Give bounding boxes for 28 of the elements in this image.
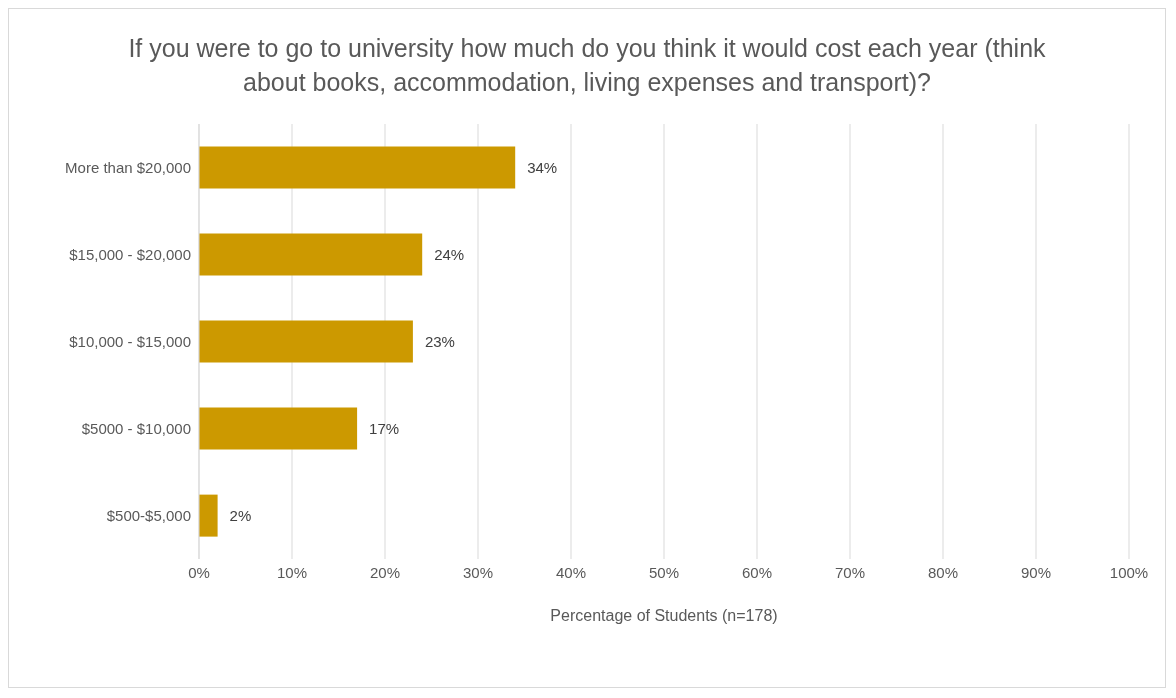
x-tick-label: 0% — [188, 563, 210, 581]
bar — [199, 494, 218, 537]
x-tick-label: 40% — [555, 563, 587, 581]
data-label: 2% — [229, 506, 252, 524]
x-tick-label: 50% — [648, 563, 680, 581]
y-tick-label: $5000 - $10,000 — [81, 419, 191, 437]
x-tick-label: 60% — [741, 563, 773, 581]
bar — [199, 146, 516, 189]
x-tick-label: 80% — [927, 563, 959, 581]
x-tick-label: 10% — [276, 563, 308, 581]
bar — [199, 407, 358, 450]
y-tick-label: $500-$5,000 — [106, 506, 191, 524]
y-tick-label: $10,000 - $15,000 — [69, 332, 191, 350]
x-tick-label: 70% — [834, 563, 866, 581]
data-label: 17% — [369, 419, 400, 437]
x-axis-title: Percentage of Students (n=178) — [550, 607, 778, 624]
x-tick-label: 20% — [369, 563, 401, 581]
y-tick-label: More than $20,000 — [65, 158, 191, 176]
x-tick-label: 30% — [462, 563, 494, 581]
data-label: 23% — [424, 332, 455, 350]
x-tick-label: 100% — [1109, 563, 1149, 581]
data-label: 24% — [434, 245, 465, 263]
bar — [199, 233, 423, 276]
chart-title: If you were to go to university how much do you think it would cost each year (think about books, accommodation, living expenses and transport)? — [127, 33, 1047, 98]
x-tick-label: 90% — [1020, 563, 1052, 581]
y-tick-label: $15,000 - $20,000 — [69, 245, 191, 263]
data-label: 34% — [527, 158, 558, 176]
bar — [199, 320, 413, 363]
